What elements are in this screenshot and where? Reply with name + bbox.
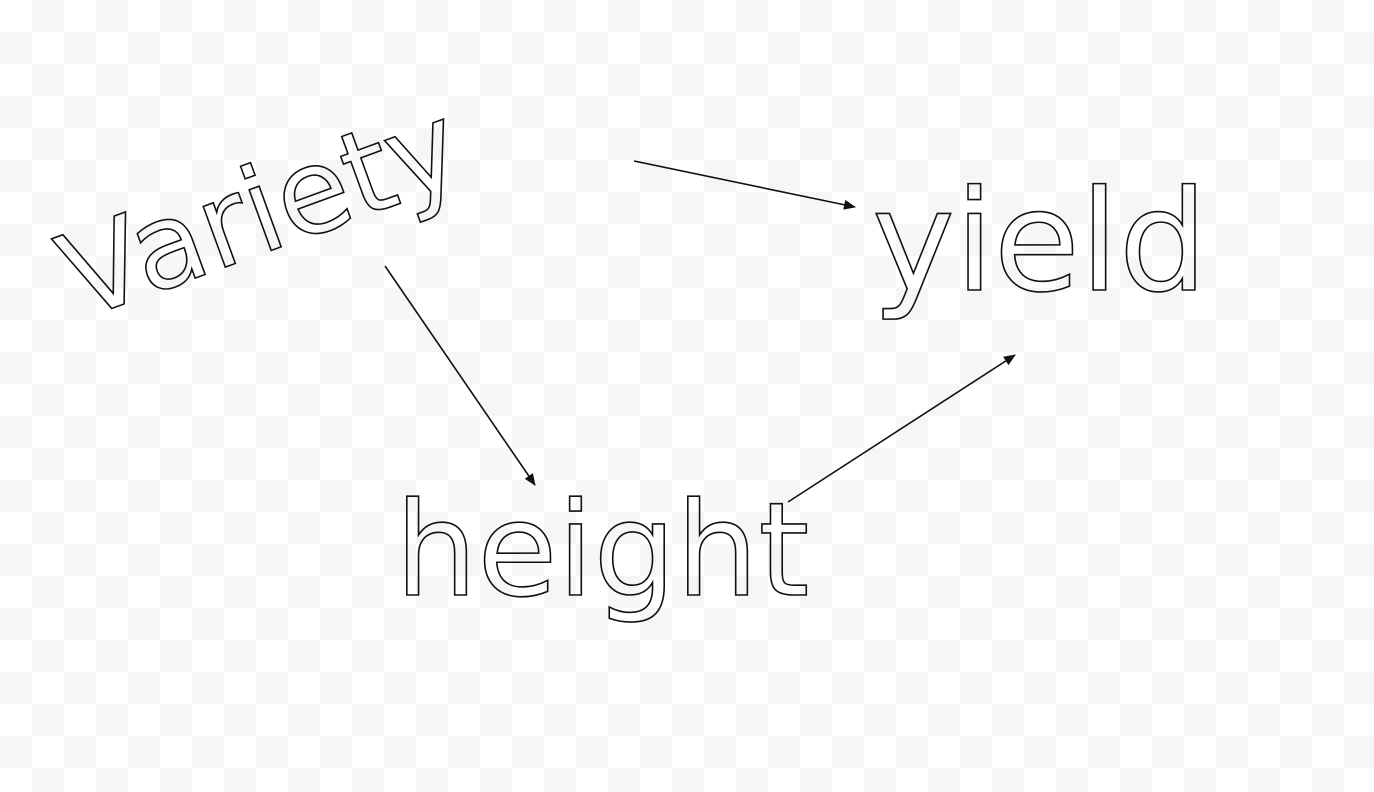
edge-arrow — [384, 265, 536, 486]
edge-arrow — [787, 354, 1016, 503]
node-label: yield — [872, 161, 1208, 324]
edge-arrow — [633, 160, 856, 210]
node-label: height — [395, 474, 809, 626]
